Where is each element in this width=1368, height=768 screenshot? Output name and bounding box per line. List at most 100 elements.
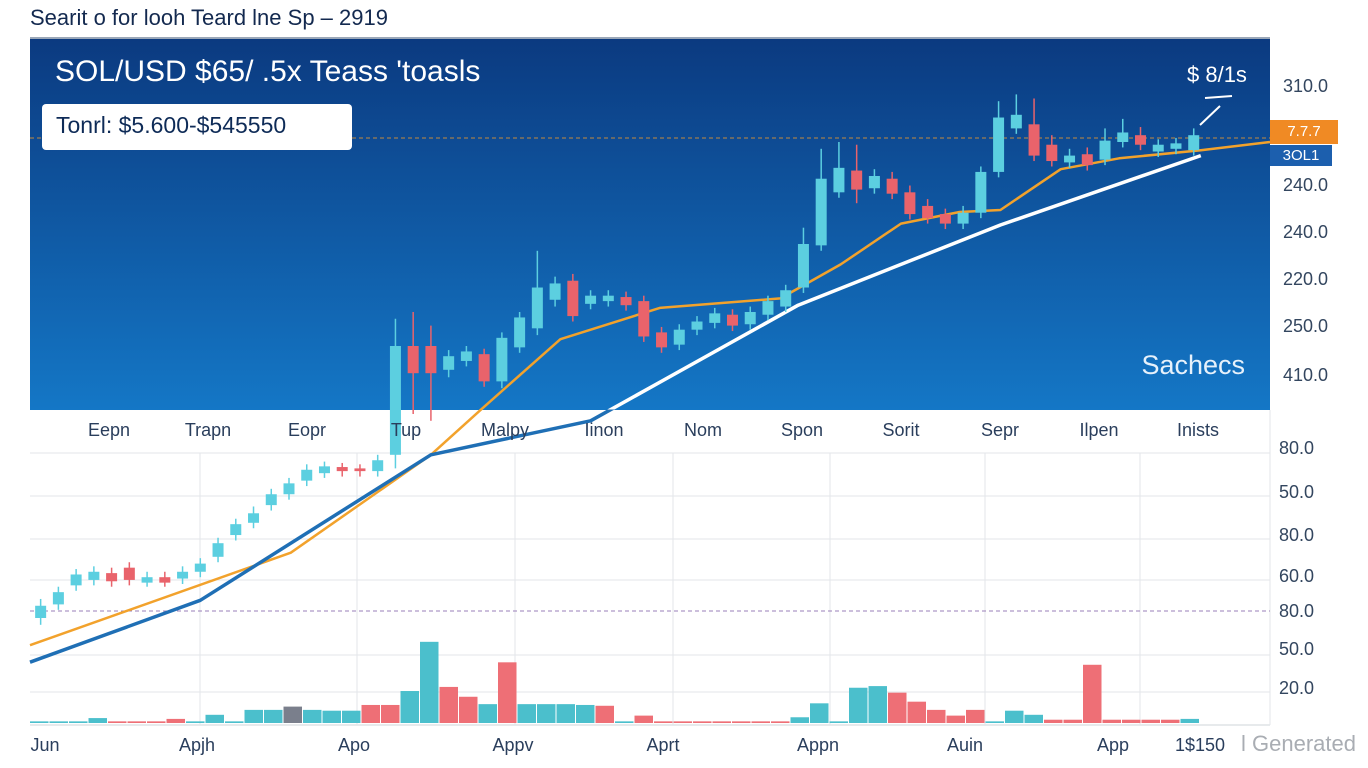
candle-body — [478, 354, 490, 382]
candle-body — [1099, 140, 1111, 160]
volume-bar — [927, 709, 946, 723]
axis-label: 250.0 — [1283, 316, 1328, 336]
x-label: Sorit — [882, 420, 919, 440]
candle-body — [230, 524, 242, 536]
candle-body — [833, 167, 845, 193]
candle-body — [248, 513, 260, 523]
volume-bar — [420, 641, 439, 723]
x-label: Sepr — [981, 420, 1019, 440]
candle-body — [1117, 132, 1129, 142]
volume-bar — [654, 721, 673, 723]
volume-bar — [166, 718, 185, 723]
candle-body — [957, 212, 969, 224]
volume-bar — [751, 721, 770, 723]
candle-body — [443, 356, 455, 370]
candle-body — [177, 571, 189, 579]
upper-panel — [30, 38, 1270, 410]
volume-bar — [790, 717, 809, 723]
volume-bar — [966, 709, 985, 723]
volume-bar — [459, 696, 478, 723]
candle-body — [602, 295, 614, 302]
x-label: Spon — [781, 420, 823, 440]
x-label: Auin — [947, 735, 983, 755]
volume-bar — [30, 721, 49, 723]
x-label: Nom — [684, 420, 722, 440]
candle-body — [460, 351, 472, 361]
candle-layer — [35, 94, 1200, 625]
x-label: Aprt — [646, 735, 679, 755]
candle-body — [35, 605, 47, 618]
volume-bar — [439, 686, 458, 723]
candle-body — [656, 332, 668, 348]
axis-label: 240.0 — [1283, 175, 1328, 195]
candle-body — [407, 346, 419, 374]
candle-body — [709, 313, 721, 323]
candle-body — [673, 329, 685, 345]
x-label: Malpy — [481, 420, 529, 440]
x-label: Apo — [338, 735, 370, 755]
candle-body — [975, 171, 987, 213]
candle-body — [318, 466, 330, 474]
candle-body — [70, 574, 82, 586]
volume-bar — [1044, 719, 1063, 723]
volume-bar — [400, 691, 419, 723]
candle-body — [1046, 144, 1058, 162]
volume-bar — [361, 704, 380, 723]
candle-body — [886, 178, 898, 194]
candle-body — [1152, 144, 1164, 152]
x-label: Eepn — [88, 420, 130, 440]
x-label: Ilpen — [1079, 420, 1118, 440]
volume-bar — [244, 709, 263, 723]
volume-bar — [771, 721, 790, 723]
candle-body — [1135, 135, 1147, 145]
header: SOL/USD $65/ .5x Teass 'toasls — [55, 55, 480, 88]
range-box — [42, 104, 352, 150]
candle-body — [868, 176, 880, 189]
volume-bar — [732, 721, 751, 723]
x-label: Jun — [30, 735, 59, 755]
x-label: App — [1097, 735, 1129, 755]
candle-body — [567, 280, 579, 317]
volume-bar — [1063, 719, 1082, 723]
volume-bar — [1141, 719, 1160, 723]
volume-bar — [595, 705, 614, 723]
candle-body — [159, 577, 171, 583]
candle-body — [1081, 154, 1093, 166]
volume-bar — [810, 703, 829, 723]
candle-body — [638, 301, 650, 337]
volume-bar — [478, 704, 497, 723]
x-label: Iinon — [584, 420, 623, 440]
corner-label: $ 8/1s — [1187, 62, 1247, 87]
volume-bar — [576, 704, 595, 723]
arrow-icon — [1199, 95, 1233, 126]
volume-layer — [30, 641, 1199, 723]
price-tag-label: 3OL1 — [1283, 147, 1320, 164]
axis-label: 50.0 — [1279, 482, 1314, 502]
volume-bar — [186, 721, 205, 723]
x-label: Inists — [1177, 420, 1219, 440]
volume-bar — [147, 721, 166, 723]
panel-label: Sachecs — [1141, 350, 1245, 380]
volume-bar — [673, 721, 692, 723]
candle-body — [904, 192, 916, 215]
axis-label: 80.0 — [1279, 438, 1314, 458]
axis-label: 410.0 — [1283, 365, 1328, 385]
candle-body — [815, 178, 827, 246]
candle-body — [1170, 143, 1182, 149]
volume-bar — [1005, 710, 1024, 723]
label-layer: 310.0 240.0 240.0 220.0 250.0 410.0 80.0 50.0 80… — [30, 76, 1328, 755]
axis-label: 20.0 — [1279, 678, 1314, 698]
candle-body — [1188, 135, 1200, 151]
line-layer — [29, 140, 1271, 664]
volume-bar — [381, 704, 400, 723]
volume-bar — [868, 686, 887, 723]
candle-body — [354, 468, 366, 472]
candle-body — [549, 283, 561, 300]
axis-label: 240.0 — [1283, 222, 1328, 242]
x-label: Apjh — [179, 735, 215, 755]
candle-body — [106, 573, 118, 582]
candle-body — [851, 170, 863, 190]
watermark: l Generated — [1241, 731, 1356, 756]
candle-body — [922, 205, 934, 219]
